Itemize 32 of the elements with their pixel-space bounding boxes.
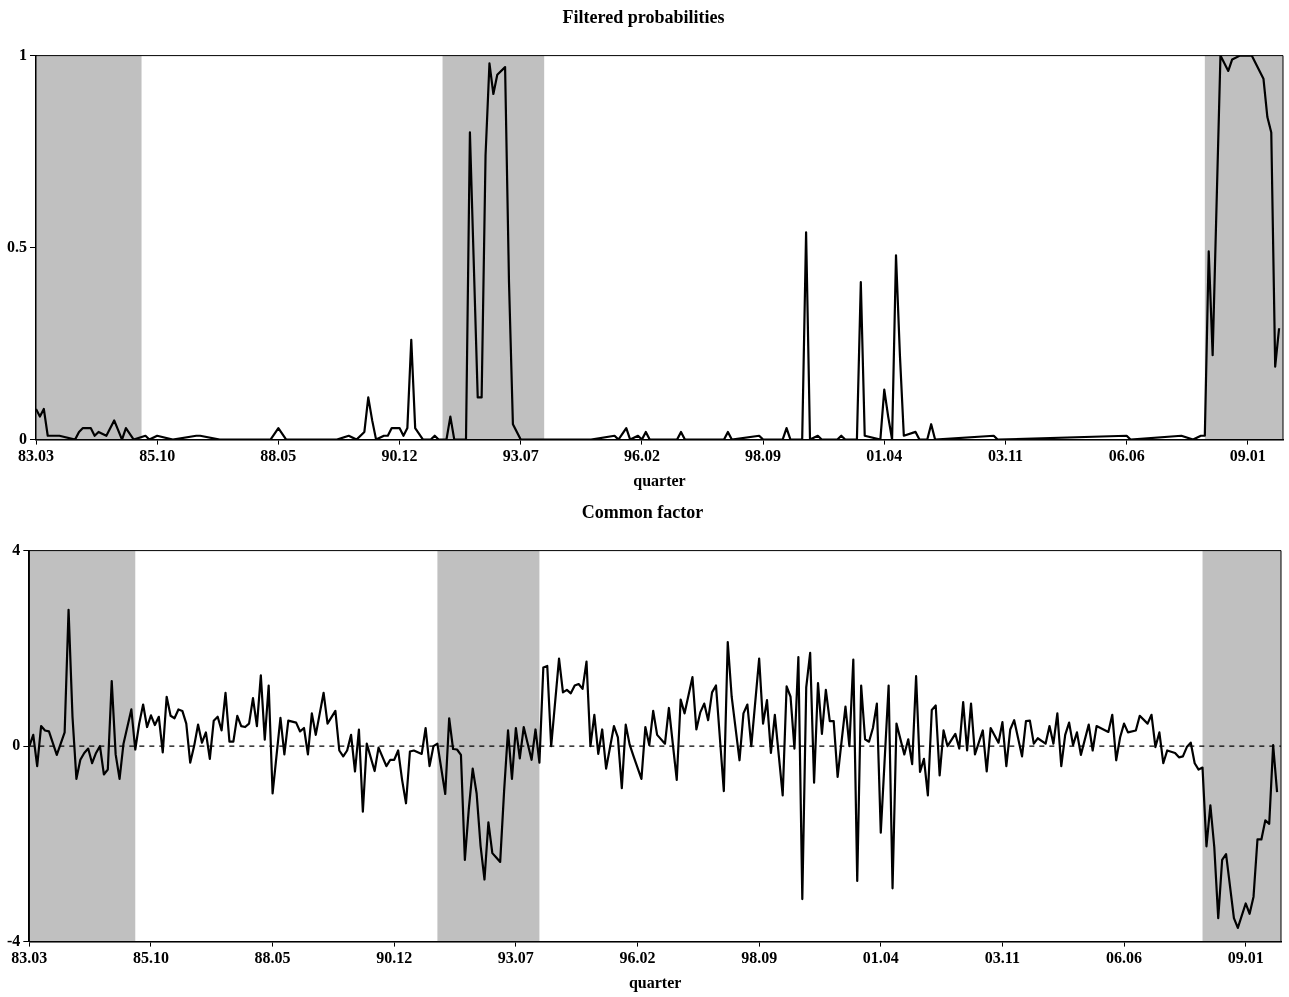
x-tick-label: 06.06 [1108,447,1145,465]
x-tick-label: 93.07 [502,447,539,465]
x-tick-label: 01.04 [866,447,903,465]
x-tick-label: 83.03 [11,949,48,967]
y-tick-label: 1 [19,45,27,63]
x-tick-label: 98.09 [745,447,782,465]
x-tick-label: 01.04 [862,949,899,967]
x-tick-label: 09.01 [1229,447,1266,465]
x-tick-label: 90.12 [376,949,413,967]
x-tick-label: 96.02 [619,949,656,967]
x-axis-title: quarter [628,973,682,992]
y-tick-label: 0 [12,736,21,754]
x-tick-label: 88.05 [260,447,297,465]
y-tick-label: -4 [7,931,21,949]
x-tick-label: 93.07 [497,949,534,967]
x-tick-label: 98.09 [741,949,778,967]
x-tick-label: 88.05 [254,949,291,967]
x-axis-title: quarter [633,471,686,490]
x-tick-label: 03.11 [984,949,1020,967]
x-tick-label: 83.03 [18,447,54,465]
y-tick-label: 0.5 [7,237,27,255]
chart-title: Common factor [581,502,704,523]
x-tick-label: 06.06 [1106,949,1143,967]
x-tick-label: 90.12 [381,447,418,465]
x-tick-label: 09.01 [1227,949,1264,967]
y-tick-label: 0 [19,429,27,447]
chart-title: Filtered probabilities [562,7,725,28]
x-tick-label: 03.11 [987,447,1024,465]
y-tick-label: 4 [12,540,21,558]
x-tick-label: 85.10 [132,949,169,967]
x-tick-label: 85.10 [139,447,176,465]
x-tick-label: 96.02 [623,447,660,465]
